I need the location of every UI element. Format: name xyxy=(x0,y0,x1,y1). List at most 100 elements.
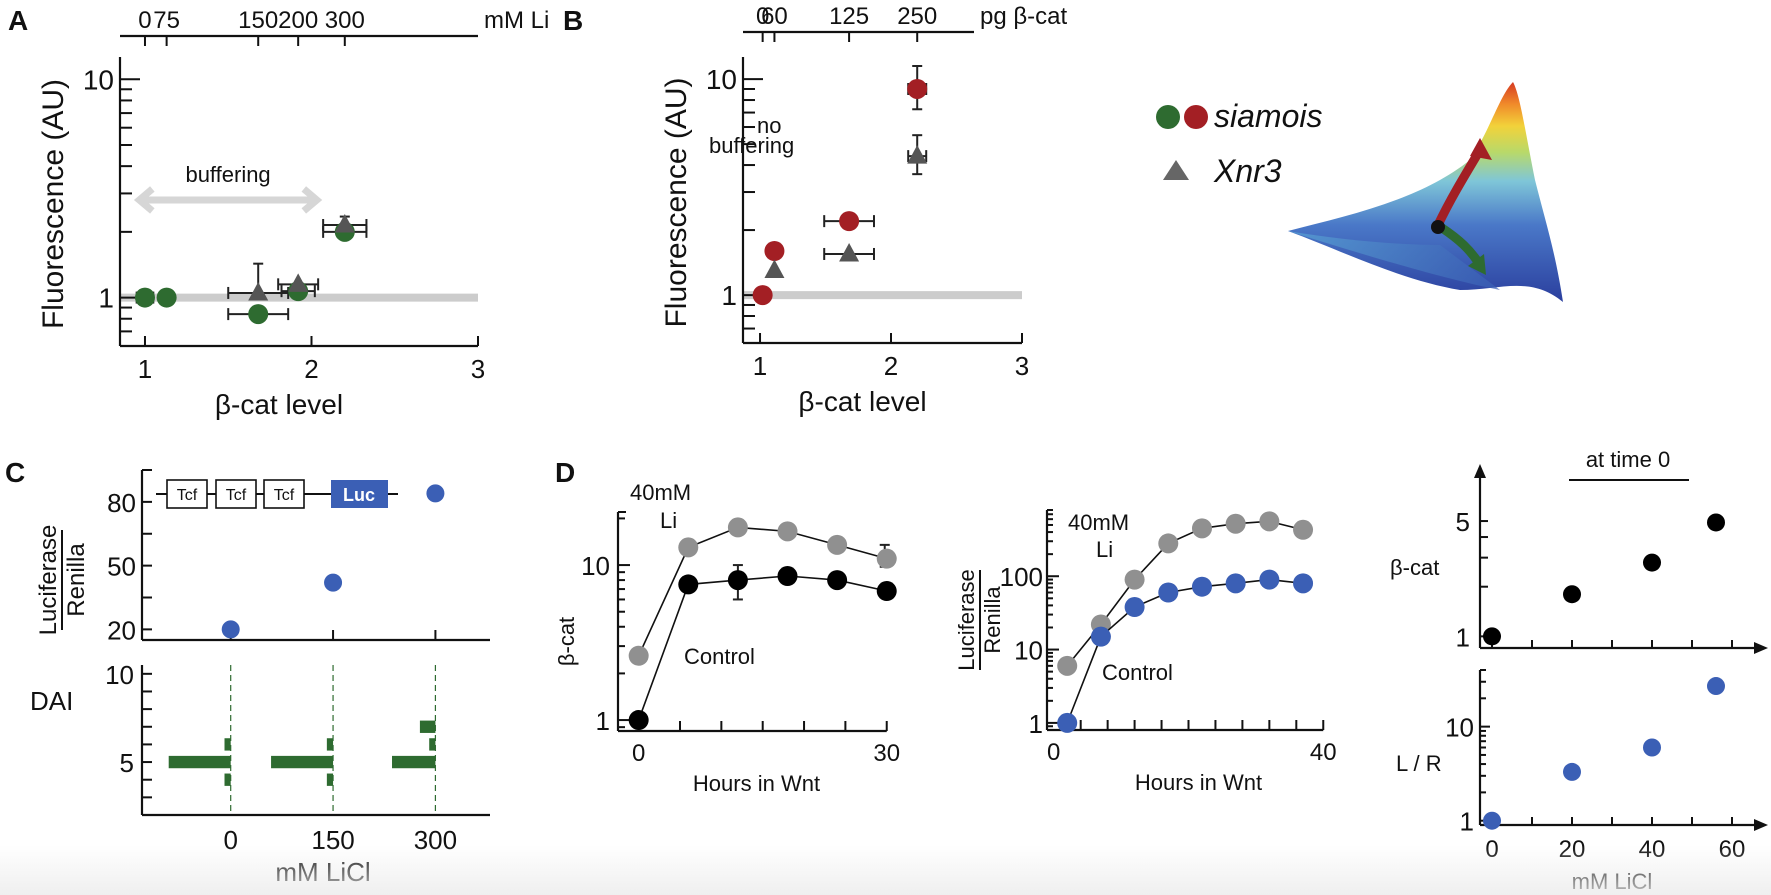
tcf-box-3 xyxy=(263,479,305,509)
x-tick-label: 40 xyxy=(1310,739,1337,766)
legend-red-circle xyxy=(1184,105,1208,129)
y-axis-arrowhead xyxy=(1474,464,1486,478)
beta-cat-point xyxy=(1563,585,1581,604)
annotation-control: Control xyxy=(684,644,755,669)
y-axis-title: β-cat xyxy=(554,617,579,666)
no-buffering-annotation-line2: buffering xyxy=(709,133,794,158)
x-tick-label: 1 xyxy=(138,354,152,384)
top-axis-tick-label: 75 xyxy=(153,7,180,34)
x-tick-label: 30 xyxy=(873,740,900,767)
panel-label-c: C xyxy=(5,457,25,488)
y-axis-title-dai: DAI xyxy=(30,686,73,716)
data-point xyxy=(1259,569,1280,590)
data-point xyxy=(1225,573,1246,594)
xnr3-point xyxy=(248,281,269,301)
top-axis-tick-label: 0 xyxy=(138,7,151,34)
data-point xyxy=(1124,569,1145,590)
xnr3-point xyxy=(907,145,928,164)
annotation-control: Control xyxy=(1102,660,1173,685)
data-point xyxy=(876,581,897,602)
chart-b: 060 125 250 pg β-cat 1 10 1 2 3 β-cat level Fluore… xyxy=(660,3,1068,417)
y-axis-fraction-label: Luciferase Renilla xyxy=(954,569,1005,671)
l-over-r-point xyxy=(1707,677,1725,696)
arrow-down-green-head xyxy=(1468,254,1486,275)
y-label-numerator: Luciferase xyxy=(35,525,62,636)
y-tick-label: 1 xyxy=(1029,709,1043,739)
chart-a: 0 75 150 200 300 mM Li 1 10 1 2 3 β-cat level Fluore… xyxy=(37,7,549,420)
chart-c-top: 20 50 80 Luciferase Renilla xyxy=(35,469,490,645)
chart-d3-top: 1 5 β-cat at time 0 xyxy=(1390,447,1768,654)
y-tick-label: 1 xyxy=(721,280,737,311)
data-point xyxy=(727,570,748,591)
y-label-denominator: Renilla xyxy=(63,543,90,617)
top-axis-tick-label: 0 xyxy=(756,3,769,30)
y-axis-title: L / R xyxy=(1396,751,1442,776)
y-axis-title: Fluorescence (AU) xyxy=(37,79,70,329)
panel-label-b: B xyxy=(563,5,583,36)
y-tick-label: 10 xyxy=(1014,636,1043,666)
data-point xyxy=(678,574,699,595)
dai-histogram-bar xyxy=(224,738,231,751)
x-axis-arrowhead xyxy=(1754,642,1768,654)
siamois-point xyxy=(156,287,177,308)
data-point xyxy=(1124,597,1145,618)
y-tick-label: 10 xyxy=(1445,713,1474,743)
xnr3-point xyxy=(839,242,860,262)
siamois-point xyxy=(839,211,860,232)
dai-histogram-bar xyxy=(429,738,436,751)
dai-histogram-bar xyxy=(224,773,231,786)
surface-front-fold xyxy=(1288,231,1500,290)
series-line-control xyxy=(1066,578,1304,724)
x-tick-label: 2 xyxy=(304,354,318,384)
x-tick-label: 3 xyxy=(1015,351,1029,381)
top-axis-tick-label: 300 xyxy=(325,7,365,34)
annotation-40mm: 40mM xyxy=(1068,510,1129,535)
luciferase-point xyxy=(324,573,343,592)
data-point xyxy=(1158,533,1179,554)
data-point xyxy=(827,570,848,591)
beta-cat-point xyxy=(1483,627,1501,646)
tcf-box-1 xyxy=(166,479,208,509)
y-axis-title: β-cat xyxy=(1390,555,1439,580)
data-point xyxy=(628,710,649,731)
tcf-box-2 xyxy=(215,479,257,509)
data-point xyxy=(1057,655,1078,676)
beta-cat-point xyxy=(1643,553,1661,572)
data-point xyxy=(777,566,798,587)
luc-box xyxy=(331,480,388,508)
top-axis-tick-label: 200 xyxy=(278,7,318,34)
y-tick-label: 20 xyxy=(107,615,136,645)
data-point xyxy=(628,645,649,666)
dai-histogram-bar xyxy=(326,773,334,786)
dai-histogram-bar xyxy=(271,755,334,769)
data-point xyxy=(1293,519,1314,540)
top-axis-unit-label: mM Li xyxy=(484,7,549,34)
data-point xyxy=(1225,513,1246,534)
siamois-point xyxy=(764,240,785,261)
dai-histogram-bar xyxy=(392,755,436,769)
data-point xyxy=(1158,582,1179,603)
y-tick-label: 1 xyxy=(1456,622,1470,652)
x-axis-title: β-cat level xyxy=(798,386,926,417)
legend-siamois-label: siamois xyxy=(1214,98,1322,134)
x-axis-title: Hours in Wnt xyxy=(693,771,820,796)
buffering-annotation: buffering xyxy=(185,162,270,187)
data-point xyxy=(1191,518,1212,539)
tcf-label-1: Tcf xyxy=(177,487,198,504)
dai-histogram-bar xyxy=(419,720,436,733)
siamois-point xyxy=(752,285,773,306)
y-tick-label: 10 xyxy=(105,660,134,690)
data-point xyxy=(876,548,897,569)
y-tick-label: 1 xyxy=(1460,807,1474,837)
x-tick-label: 1 xyxy=(753,351,767,381)
xnr3-point xyxy=(334,214,355,233)
legend-triangle-icon xyxy=(1163,160,1189,180)
x-tick-label: 3 xyxy=(471,354,485,384)
arrow-down-green xyxy=(1439,224,1482,265)
data-point xyxy=(1293,573,1314,594)
panel-label-d: D xyxy=(555,457,575,488)
chart-d2: 1 10 100 0 40 Hours in Wnt Luciferase Renilla 40… xyxy=(954,509,1337,795)
x-axis-title: β-cat level xyxy=(215,389,343,420)
y-tick-label: 1 xyxy=(98,283,114,314)
